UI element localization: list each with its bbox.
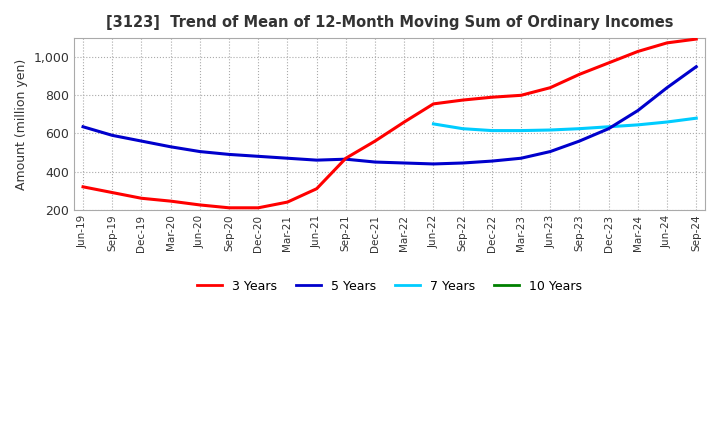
Y-axis label: Amount (million yen): Amount (million yen) [15, 58, 28, 190]
Legend: 3 Years, 5 Years, 7 Years, 10 Years: 3 Years, 5 Years, 7 Years, 10 Years [192, 275, 587, 298]
Title: [3123]  Trend of Mean of 12-Month Moving Sum of Ordinary Incomes: [3123] Trend of Mean of 12-Month Moving … [106, 15, 673, 30]
